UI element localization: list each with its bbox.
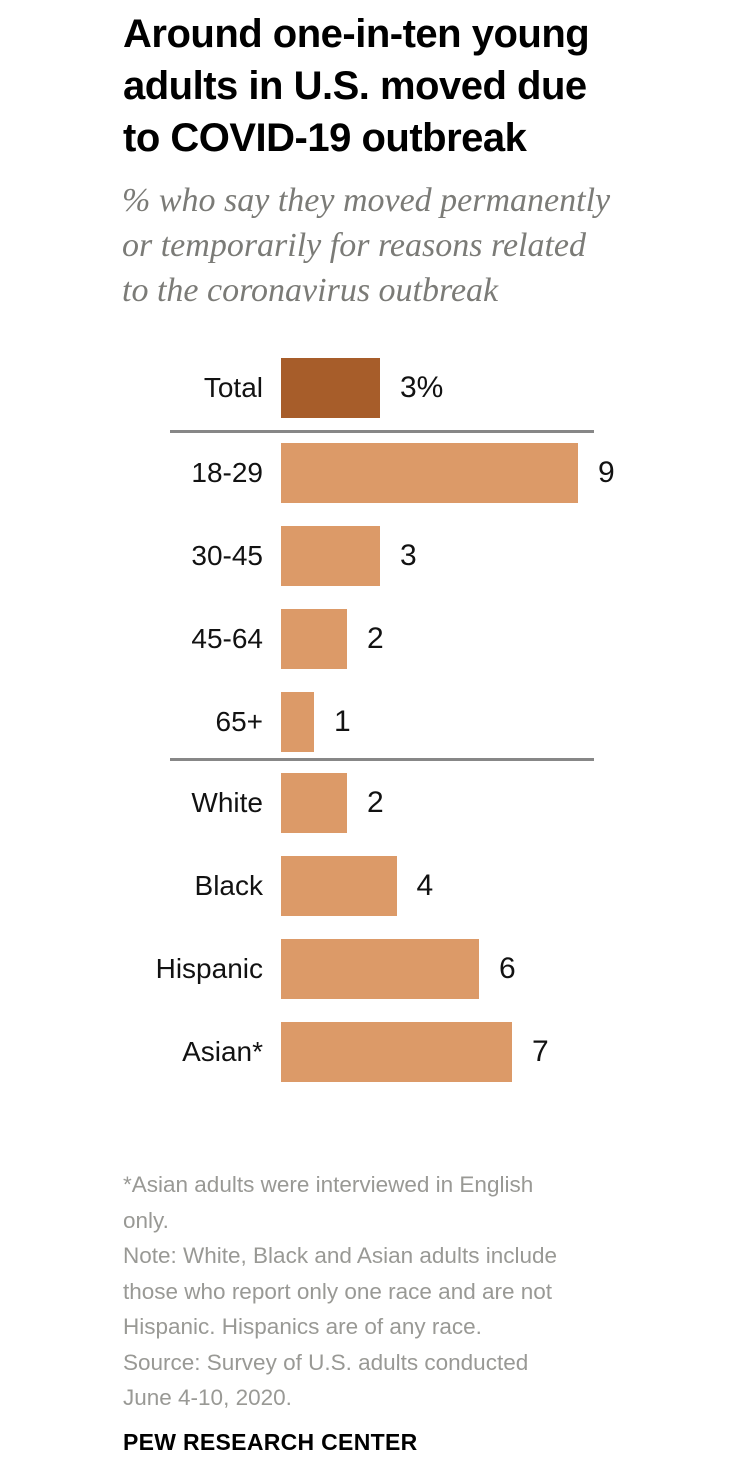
category-label: Total <box>203 372 263 403</box>
category-label: 30-45 <box>191 540 263 571</box>
pew-research-center-brand: PEW RESEARCH CENTER <box>123 1429 418 1455</box>
footnote-note: Note: White, Black and Asian adults incl… <box>123 1243 557 1339</box>
group-separator-line <box>170 758 594 761</box>
chart-row: Black 4 <box>105 856 756 939</box>
footnote-source: Source: Survey of U.S. adults conducted … <box>123 1349 529 1411</box>
bar <box>281 1022 512 1082</box>
bar-group-total: Total 3% <box>105 358 756 441</box>
bar <box>281 526 380 586</box>
value-label: 3 <box>400 539 417 572</box>
category-label: 18-29 <box>191 457 263 488</box>
bar <box>281 443 578 503</box>
bar-group-age: 18-29 9 30-45 3 45-64 2 65+ 1 <box>105 443 756 775</box>
bar <box>281 609 347 669</box>
value-label: 1 <box>334 705 351 738</box>
value-label: 9 <box>598 456 615 489</box>
category-label: Asian* <box>182 1036 263 1067</box>
category-label: White <box>191 787 263 818</box>
value-label: 3% <box>400 371 444 404</box>
footnote-asterisk: *Asian adults were interviewed in Englis… <box>123 1172 534 1233</box>
chart-row: 18-29 9 <box>105 443 756 526</box>
value-label: 6 <box>499 952 516 985</box>
chart-row: Asian* 7 <box>105 1022 756 1105</box>
group-separator-line <box>170 430 594 433</box>
value-label: 7 <box>532 1035 549 1068</box>
footnotes: *Asian adults were interviewed in Englis… <box>123 1167 683 1416</box>
bar <box>281 939 479 999</box>
value-label: 2 <box>367 622 384 655</box>
bar <box>281 358 380 418</box>
value-label: 4 <box>416 869 434 902</box>
category-label: Black <box>194 870 263 901</box>
chart-row: 65+ 1 <box>105 692 756 775</box>
category-label: Hispanic <box>155 953 263 984</box>
bar <box>281 856 397 916</box>
bar <box>281 773 347 833</box>
chart-row: 30-45 3 <box>105 526 756 609</box>
bar-group-race: White 2 Black 4 Hispanic 6 Asian* 7 <box>105 773 756 1105</box>
category-label: 45-64 <box>191 623 263 654</box>
chart-row: White 2 <box>105 773 756 856</box>
value-label: 2 <box>367 786 384 819</box>
chart-subtitle: % who say they moved permanently or temp… <box>122 182 611 309</box>
chart-title: Around one-in-ten young adults in U.S. m… <box>123 12 590 160</box>
chart-row: 45-64 2 <box>105 609 756 692</box>
category-label: 65+ <box>215 706 264 737</box>
bar <box>281 692 314 752</box>
chart-row: Total 3% <box>105 358 756 441</box>
chart-row: Hispanic 6 <box>105 939 756 1022</box>
